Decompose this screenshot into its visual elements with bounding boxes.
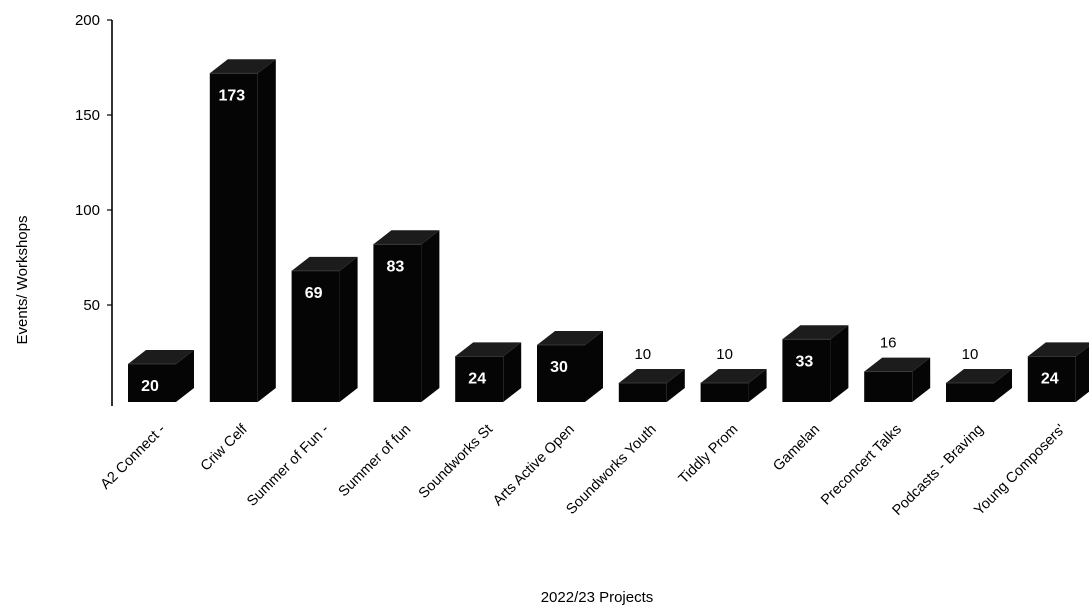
bar-value-label: 24 <box>1041 370 1059 387</box>
x-tick-label: Tiddly Prom <box>676 422 742 488</box>
bar-side <box>503 342 522 402</box>
bar-front <box>291 270 340 402</box>
bar-side <box>585 331 603 402</box>
y-tick-label: 200 <box>75 12 100 29</box>
bar: 16 <box>864 335 931 402</box>
bar-top <box>373 230 440 245</box>
bar: 173 <box>209 59 276 403</box>
bar-value-label: 69 <box>305 285 323 302</box>
bar-side <box>176 350 194 402</box>
bar-value-label: 30 <box>550 359 568 376</box>
bar-front <box>782 339 831 402</box>
bar-top <box>946 369 1012 383</box>
bar-front <box>864 371 913 402</box>
bar: 10 <box>946 346 1012 402</box>
y-tick-label: 100 <box>75 202 100 219</box>
y-axis-title: Events/ Workshops <box>14 216 31 345</box>
bar-top <box>537 331 603 345</box>
bar-value-label: 10 <box>634 346 651 363</box>
bar-side <box>666 369 685 402</box>
bar-side <box>748 369 767 402</box>
y-tick-label: 50 <box>83 297 100 314</box>
bar-value-label: 10 <box>716 346 733 363</box>
bar-top <box>864 357 931 372</box>
bar: 30 <box>537 331 603 402</box>
bar-side <box>339 256 358 402</box>
bar-top <box>700 369 767 383</box>
bar-value-label: 33 <box>796 353 814 370</box>
bar-front <box>700 383 749 402</box>
bar-top <box>291 256 358 271</box>
bar-value-label: 16 <box>880 335 897 352</box>
bar-top <box>1027 342 1089 357</box>
x-tick-label: Preconcert Talks <box>818 422 905 509</box>
bar-top <box>782 325 849 340</box>
x-tick-label: Summer of Fun - <box>244 421 332 509</box>
x-tick-label: Soundworks St <box>416 422 496 502</box>
x-tick-label: Young Composers' <box>971 421 1068 518</box>
bar-front <box>455 356 504 402</box>
bar-front <box>1027 356 1076 402</box>
bar-side <box>257 59 276 403</box>
bar-front <box>128 364 176 402</box>
bar-top <box>618 369 685 383</box>
x-tick-label: Gamelan <box>770 422 823 475</box>
bar-side <box>1075 346 1089 402</box>
bar-value-label: 83 <box>387 258 405 275</box>
bar-value-label: 20 <box>141 378 159 395</box>
bar-top <box>455 342 522 357</box>
bar: 83 <box>373 230 440 402</box>
y-axis: 50 100 150 200 <box>75 12 113 406</box>
x-tick-label: Summer of fun <box>336 422 415 501</box>
x-tick-label: Arts Active Open <box>490 422 578 510</box>
bar-front <box>373 244 422 402</box>
bar-side <box>421 230 440 402</box>
bar-side <box>830 325 849 402</box>
x-axis-title: 2022/23 Projects <box>541 589 654 606</box>
bar: 33 <box>782 325 849 402</box>
bar-value-label: 10 <box>962 346 979 363</box>
bar-top <box>128 350 194 364</box>
bar: 20 <box>128 350 194 402</box>
bar: 10 <box>618 346 685 402</box>
bar-front <box>537 345 585 402</box>
bar: 69 <box>291 256 358 402</box>
bar: 10 <box>700 346 767 402</box>
x-tick-label: A2 Connect - <box>98 421 169 492</box>
bar-value-label: 173 <box>218 87 245 104</box>
bars: 20 173 69 83 24 30 10 10 33 16 10 24 <box>128 59 1089 403</box>
y-tick-label: 150 <box>75 107 100 124</box>
bar-value-label: 24 <box>468 370 486 387</box>
bar-top <box>209 59 276 74</box>
bar: 24 <box>1027 342 1089 402</box>
bar-side <box>912 357 931 402</box>
x-tick-label: Criw Celf <box>198 421 252 475</box>
x-tick-label: Soundworks Youth <box>563 422 659 518</box>
bar-front <box>209 73 258 403</box>
bar-side <box>994 369 1012 402</box>
x-tick-label: Podcasts - Braving <box>889 422 986 519</box>
bar: 24 <box>455 342 522 402</box>
bar-front <box>618 383 667 402</box>
bar-front <box>946 383 994 402</box>
